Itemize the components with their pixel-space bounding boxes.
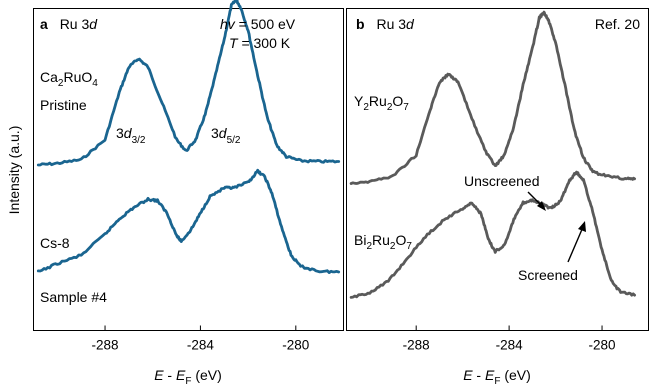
compound-bi2ru2o7-label: Bi2Ru2O7 bbox=[354, 232, 412, 252]
panel-b-orbital: d bbox=[406, 16, 415, 32]
pristine-label: Pristine bbox=[40, 97, 87, 113]
screened-label: Screened bbox=[518, 267, 578, 283]
compound-y2ru2o7-label: Y2Ru2O7 bbox=[354, 93, 409, 113]
x-tick-label: -288 bbox=[403, 338, 430, 353]
compound-ca2ruo4-label: Ca2RuO4 bbox=[40, 69, 98, 89]
trace-cs-8 bbox=[36, 168, 341, 274]
panel-b-traces bbox=[349, 10, 636, 299]
peak-3d52-label: 3d5/2 bbox=[211, 125, 241, 146]
trace-y2ru2o7 bbox=[349, 10, 636, 185]
unscreened-arrow bbox=[527, 191, 546, 211]
temperature-label: T = 300 K bbox=[229, 35, 291, 51]
x-tick-label: -284 bbox=[187, 338, 215, 353]
reference-label: Ref. 20 bbox=[595, 16, 640, 32]
temperature-symbol: T bbox=[229, 35, 239, 51]
panel-a: -288 -284 -280 a Ru 3d hv = 500 eV T = 300… bbox=[33, 0, 344, 353]
panel-a-x-axis-label: E - EF (eV) bbox=[154, 367, 222, 385]
temperature-value: = 300 K bbox=[238, 35, 291, 51]
x-tick-label: -280 bbox=[589, 338, 616, 353]
photon-energy-label: hv = 500 eV bbox=[220, 16, 296, 32]
unscreened-label: Unscreened bbox=[464, 173, 540, 189]
panel-a-orbital: d bbox=[89, 16, 98, 32]
panel-a-traces bbox=[36, 0, 341, 274]
panel-a-element: Ru 3 bbox=[60, 16, 90, 32]
panel-b-letter: b bbox=[356, 16, 365, 32]
panel-b: -288 -284 -280 b Ru 3d Ref. 20 Y2Ru2O7 Bi2… bbox=[346, 8, 649, 353]
x-tick-label: -288 bbox=[92, 338, 119, 353]
x-tick-label: -284 bbox=[496, 338, 524, 353]
panel-b-title: b Ru 3d bbox=[356, 16, 415, 32]
x-tick-label: -280 bbox=[282, 338, 309, 353]
y-axis-label: Intensity (a.u.) bbox=[6, 126, 22, 215]
panel-a-title: a Ru 3d bbox=[40, 16, 98, 32]
panel-b-frame bbox=[346, 8, 649, 331]
screened-arrow bbox=[567, 221, 586, 263]
cs8-label: Cs-8 bbox=[40, 235, 70, 251]
panel-a-x-ticks: -288 -284 -280 bbox=[92, 325, 309, 353]
panel-a-letter: a bbox=[40, 16, 48, 32]
peak-3d32-label: 3d3/2 bbox=[116, 125, 146, 146]
trace-pristine bbox=[36, 0, 341, 167]
hv-symbol: hv bbox=[220, 16, 236, 32]
sample4-label: Sample #4 bbox=[40, 289, 107, 305]
panel-b-x-axis-label: E - EF (eV) bbox=[463, 367, 531, 385]
panel-a-frame bbox=[33, 8, 344, 331]
trace-bi2ru2o7 bbox=[349, 170, 636, 299]
panel-b-x-ticks: -288 -284 -280 bbox=[403, 325, 616, 353]
hv-value: = 500 eV bbox=[235, 16, 296, 32]
panel-b-element: Ru 3 bbox=[376, 16, 406, 32]
